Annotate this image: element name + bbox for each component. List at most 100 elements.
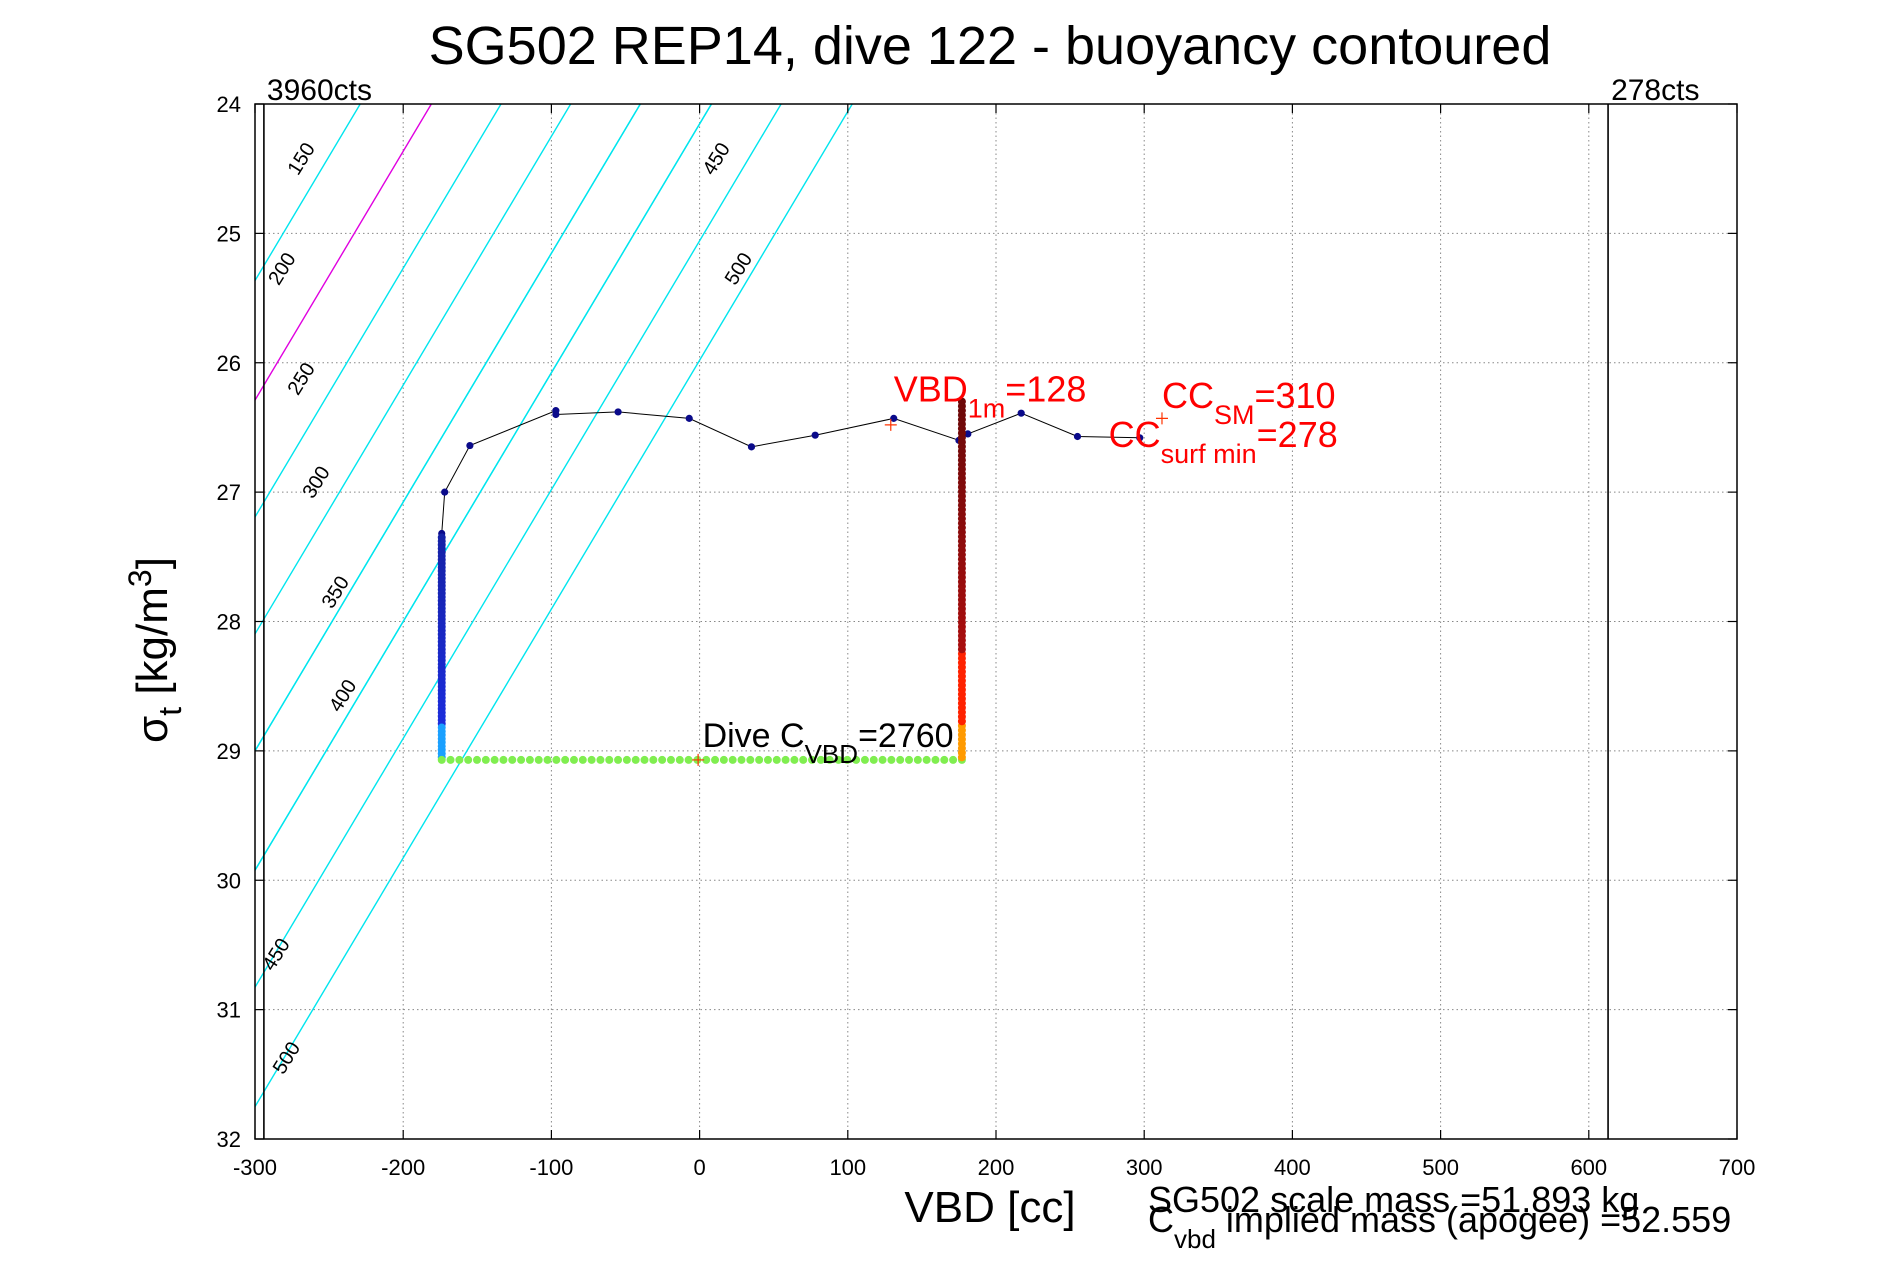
dive-cvbd-value: =2760 <box>858 717 954 755</box>
cc-sm-value: =310 <box>1254 375 1335 416</box>
surface-trace-point <box>552 410 560 419</box>
apogee-point <box>781 755 790 764</box>
contour-line <box>255 104 782 989</box>
apogee-point <box>622 755 631 764</box>
x-tick-label: 700 <box>1719 1155 1756 1180</box>
apogee-point <box>446 755 455 764</box>
apogee-point <box>543 755 552 764</box>
contour-line <box>255 104 853 1109</box>
y-tick-label: 25 <box>217 221 241 246</box>
apogee-point <box>561 755 570 764</box>
count-line-label: 278cts <box>1611 74 1699 107</box>
surface-trace-point <box>1136 434 1144 442</box>
apogee-point <box>658 755 667 764</box>
apogee-point <box>896 755 905 764</box>
y-tick-label: 24 <box>217 92 241 117</box>
surface-trace-point <box>614 408 622 416</box>
apogee-point <box>905 755 914 764</box>
cc-sm-sub: SM <box>1214 400 1255 430</box>
y-axis-sigma: σ <box>128 716 177 743</box>
apogee-point <box>843 755 852 764</box>
apogee-point <box>578 755 587 764</box>
vbd-1m-main: VBD <box>894 369 968 410</box>
y-axis-label: σt [kg/m3] <box>122 557 188 743</box>
x-tick-label: 400 <box>1274 1155 1311 1180</box>
apogee-point <box>931 755 940 764</box>
dive-cvbd-annotation: Dive CVBD=2760 <box>703 717 954 769</box>
dive-data-points <box>437 397 966 764</box>
apogee-point <box>605 755 614 764</box>
apogee-point <box>525 755 534 764</box>
dive-cvbd-sub: VBD <box>805 739 858 769</box>
apogee-point <box>711 755 720 764</box>
reference-marker <box>692 753 705 766</box>
grid <box>255 104 1737 1139</box>
apogee-point <box>799 755 808 764</box>
apogee-point <box>869 755 878 764</box>
apogee-point <box>949 755 958 764</box>
y-tick-label: 28 <box>217 610 241 635</box>
climb-point <box>957 397 966 406</box>
x-tick-label: 300 <box>1126 1155 1163 1180</box>
surface-trace-point <box>466 441 474 450</box>
apogee-point <box>772 755 781 764</box>
apogee-point <box>852 755 861 764</box>
apogee-point <box>569 755 578 764</box>
reference-marker <box>884 418 897 431</box>
contour-line <box>255 104 713 872</box>
implied-mass-note: Cvbd implied mass (apogee) =52.559 <box>1148 1199 1731 1254</box>
cc-sm-main: CC <box>1162 375 1214 416</box>
apogee-point <box>631 755 640 764</box>
apogee-point <box>816 755 825 764</box>
apogee-point <box>878 755 887 764</box>
implied-mass-tail: implied mass (apogee) =52.559 <box>1216 1199 1731 1240</box>
apogee-point <box>913 755 922 764</box>
apogee-point <box>517 755 526 764</box>
apogee-point <box>640 755 649 764</box>
x-tick-label: 200 <box>978 1155 1015 1180</box>
apogee-point <box>922 755 931 764</box>
cc-surf-value: =278 <box>1257 414 1338 455</box>
apogee-point <box>596 755 605 764</box>
y-axis-sup: 3 <box>122 569 158 587</box>
apogee-point <box>614 755 623 764</box>
apogee-point <box>437 755 446 764</box>
implied-mass-sub: vbd <box>1174 1224 1216 1254</box>
axis-ticks: -300 -200 -100 0 100 200 300 400 500 600 700 24 25 26… <box>217 92 1756 1180</box>
contour-line <box>255 104 641 753</box>
x-tick-label: -300 <box>233 1155 277 1180</box>
apogee-point <box>455 755 464 764</box>
contour-line <box>255 104 361 283</box>
apogee-point <box>499 755 508 764</box>
x-tick-label: 0 <box>693 1155 705 1180</box>
vbd-1m-annotation: VBD1m=128 <box>894 369 1087 424</box>
y-tick-label: 27 <box>217 480 241 505</box>
x-tick-label: 600 <box>1570 1155 1607 1180</box>
y-tick-label: 26 <box>217 351 241 376</box>
apogee-point <box>481 755 490 764</box>
implied-mass-main: C <box>1148 1199 1174 1240</box>
apogee-point <box>587 755 596 764</box>
contour-line <box>255 104 432 402</box>
surface-trace-point <box>811 431 819 439</box>
apogee-point <box>490 755 499 764</box>
apogee-point <box>808 755 817 764</box>
cc-surf-min-annotation: CCsurf min=278 <box>1109 414 1338 469</box>
chart-title: SG502 REP14, dive 122 - buoyancy contour… <box>429 16 1552 76</box>
y-tick-label: 32 <box>217 1127 241 1152</box>
count-line-label: 3960cts <box>267 74 372 107</box>
surface-trace-point <box>685 414 693 422</box>
surface-trace-point <box>747 443 756 451</box>
apogee-point <box>702 755 711 764</box>
apogee-point <box>684 755 693 764</box>
surface-trace-point <box>1073 432 1082 441</box>
vbd-1m-value: =128 <box>1005 369 1086 410</box>
cc-surf-sub: surf min <box>1161 439 1257 469</box>
apogee-point <box>763 755 772 764</box>
y-axis-units: [kg/m <box>128 587 177 707</box>
apogee-point <box>534 755 543 764</box>
vbd-1m-sub: 1m <box>968 394 1006 424</box>
apogee-point <box>746 755 755 764</box>
reference-marker <box>1155 412 1168 425</box>
